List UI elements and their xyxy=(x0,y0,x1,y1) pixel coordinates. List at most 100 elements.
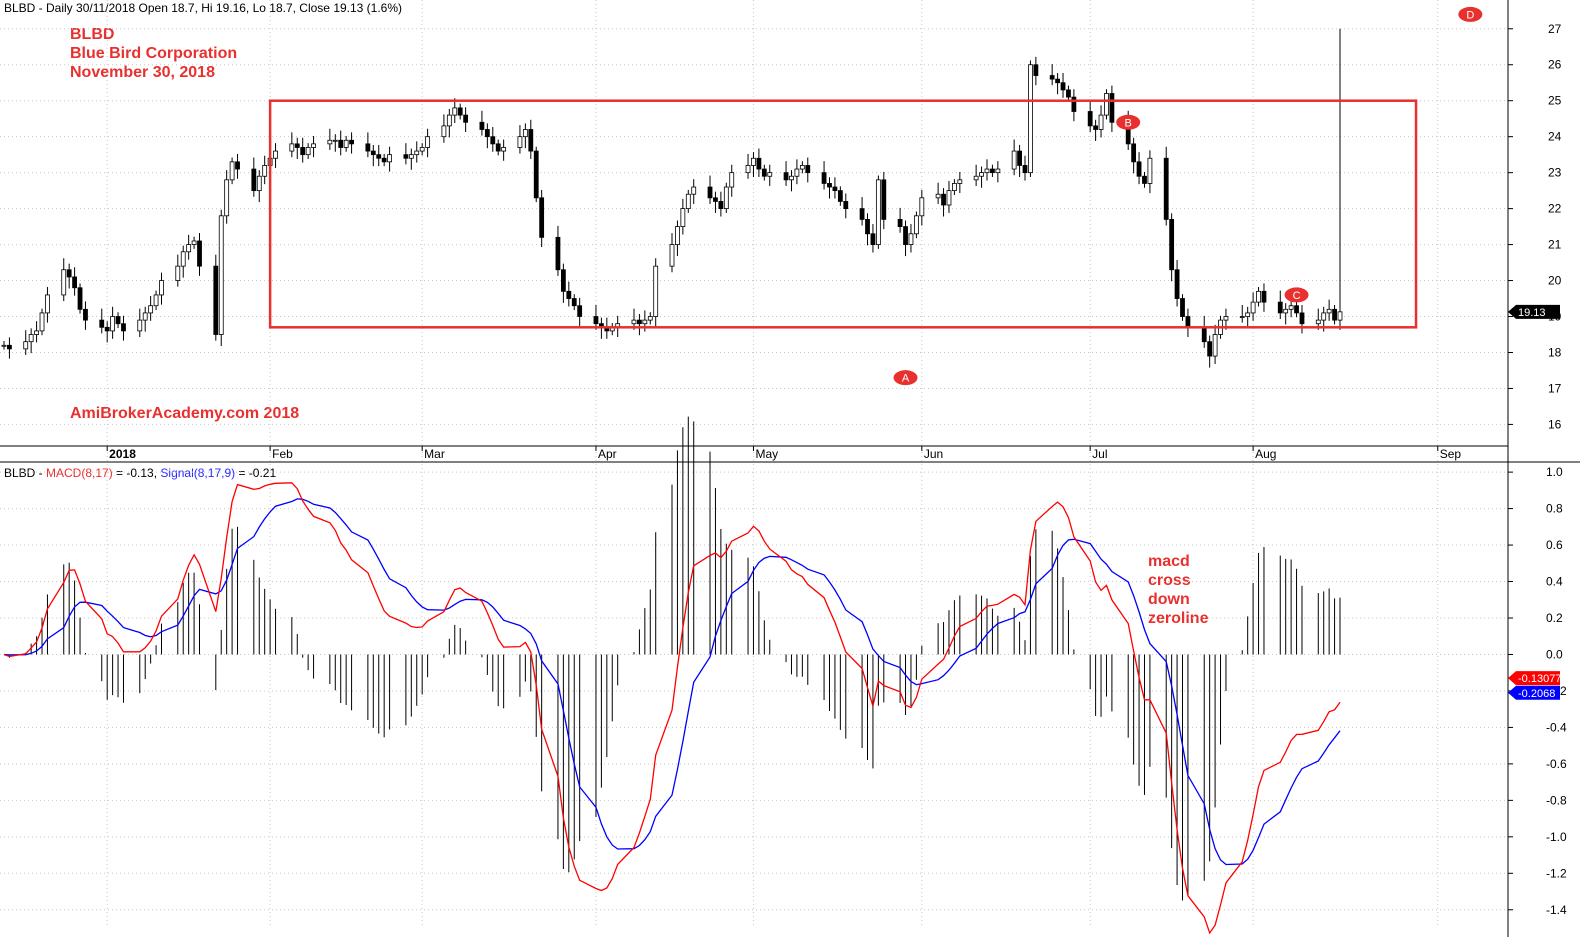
candle-body xyxy=(311,143,316,148)
signal-value: = -0.21 xyxy=(235,466,277,480)
candle-body xyxy=(653,265,659,317)
candle-body xyxy=(425,136,431,148)
candle-body xyxy=(479,121,485,130)
macd-value: = -0.13, xyxy=(112,466,161,480)
candle-body xyxy=(484,129,490,138)
candle-body xyxy=(642,319,648,325)
candle-body xyxy=(1017,150,1022,166)
macd-tick-label: 0.4 xyxy=(1546,575,1563,589)
candle-body xyxy=(495,143,501,152)
badge-label: A xyxy=(902,373,910,385)
candle-body xyxy=(1337,311,1343,321)
candle-body xyxy=(72,276,78,289)
price-tick-label: 22 xyxy=(1548,202,1562,216)
macd-note-2: cross xyxy=(1148,572,1191,589)
month-axis: 2018FebMarAprMayJunJulAugSepOctNov xyxy=(106,446,1461,461)
candle-body xyxy=(1212,334,1218,357)
macd-last-tag-text: -0.13077 xyxy=(1518,673,1561,685)
candle-body xyxy=(1071,96,1077,112)
candle-body xyxy=(897,219,903,227)
month-label: Mar xyxy=(424,447,445,461)
candle-body xyxy=(571,298,577,307)
candle-body xyxy=(332,139,338,142)
signal-label: Signal(8,17,9) xyxy=(160,466,236,480)
macd-tick-label: 0.0 xyxy=(1546,647,1563,661)
candle-body xyxy=(1277,301,1283,314)
candle-body xyxy=(1055,78,1060,84)
candle-body xyxy=(148,305,154,314)
candle-body xyxy=(843,201,849,210)
macd-line xyxy=(3,482,1341,935)
date-label: November 30, 2018 xyxy=(70,64,215,81)
candle-body xyxy=(990,168,995,174)
badge-label: D xyxy=(1466,9,1474,21)
month-label: May xyxy=(755,447,778,461)
watermark-label: AmiBrokerAcademy.com 2018 xyxy=(70,405,300,422)
price-tick-label: 16 xyxy=(1548,417,1562,431)
candle-body xyxy=(555,236,561,271)
candle-body xyxy=(751,157,756,166)
candle-body xyxy=(973,175,979,181)
candle-body xyxy=(159,280,164,296)
macd-tick-label: -0.8 xyxy=(1546,793,1567,807)
candle-body xyxy=(1256,290,1261,303)
badge-ellipse xyxy=(1116,114,1141,130)
candle-body xyxy=(365,143,371,152)
candle-body xyxy=(903,226,908,245)
candle-body xyxy=(528,129,534,152)
candle-body xyxy=(343,139,349,148)
candle-body xyxy=(338,139,344,148)
price-y-axis: 161718192021222324252627 xyxy=(1508,22,1562,431)
candle-body xyxy=(1011,150,1017,170)
signal-last-tag-bg xyxy=(1508,685,1560,700)
candle-body xyxy=(1283,308,1289,314)
candle-body xyxy=(767,172,773,177)
candle-body xyxy=(403,154,409,159)
candle-body xyxy=(1033,64,1039,76)
candle-body xyxy=(1185,316,1191,328)
month-label: Jun xyxy=(924,447,943,461)
macd-y-axis: -1.4-1.2-1.0-0.8-0.6-0.4-0.20.00.20.40.6… xyxy=(1508,465,1567,917)
candle-body xyxy=(908,233,914,245)
candle-body xyxy=(941,193,946,206)
candle-body xyxy=(913,215,919,235)
price-tick-label: 26 xyxy=(1548,58,1562,72)
candle-body xyxy=(262,165,268,177)
candle-body xyxy=(1163,157,1169,220)
candle-body xyxy=(381,157,387,163)
badge-label: C xyxy=(1293,290,1301,302)
candle-body xyxy=(457,107,463,116)
candle-body xyxy=(1147,157,1153,184)
candle-body xyxy=(517,136,523,148)
badge-ellipse xyxy=(1284,287,1309,303)
candle-body xyxy=(539,197,545,238)
candle-body xyxy=(28,334,34,343)
candle-body xyxy=(827,183,832,188)
candle-body xyxy=(593,316,599,325)
macd-tick-label: 0.6 xyxy=(1546,538,1563,552)
candle-body xyxy=(1261,290,1267,303)
candle-body xyxy=(821,172,827,184)
candle-body xyxy=(39,312,45,332)
candle-body xyxy=(99,319,105,328)
candle-body xyxy=(718,201,724,210)
candle-body xyxy=(452,107,458,116)
candle-body xyxy=(837,190,843,202)
candle-body xyxy=(408,154,414,159)
candle-body xyxy=(723,186,729,210)
candle-body xyxy=(1169,219,1175,271)
candle-body xyxy=(370,150,376,156)
last-price-tag-text: 19.13 xyxy=(1518,307,1546,319)
candle-body xyxy=(745,165,751,174)
price-tick-label: 21 xyxy=(1548,238,1562,252)
candle-body xyxy=(1223,316,1229,321)
macd-last-tag-bg xyxy=(1508,671,1560,686)
candle-body xyxy=(946,190,952,206)
candle-body xyxy=(1098,114,1104,130)
candle-body xyxy=(300,147,306,156)
candle-body xyxy=(104,326,110,332)
macd-note-4: zeroline xyxy=(1148,610,1209,627)
candle-body xyxy=(875,179,881,245)
